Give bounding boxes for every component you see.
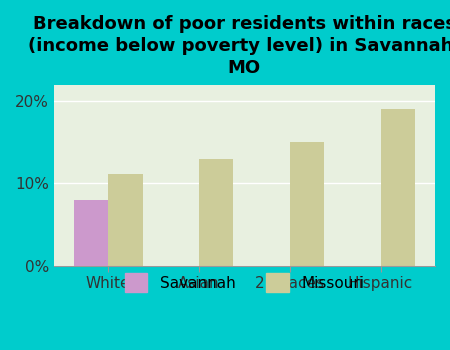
Bar	[199, 159, 234, 266]
Legend: Savannah, Missouri: Savannah, Missouri	[118, 267, 370, 298]
Bar	[290, 142, 324, 266]
Bar	[108, 174, 143, 266]
Bar	[381, 109, 415, 266]
Bar	[74, 200, 108, 266]
Title: Breakdown of poor residents within races
(income below poverty level) in Savanna: Breakdown of poor residents within races…	[28, 15, 450, 77]
